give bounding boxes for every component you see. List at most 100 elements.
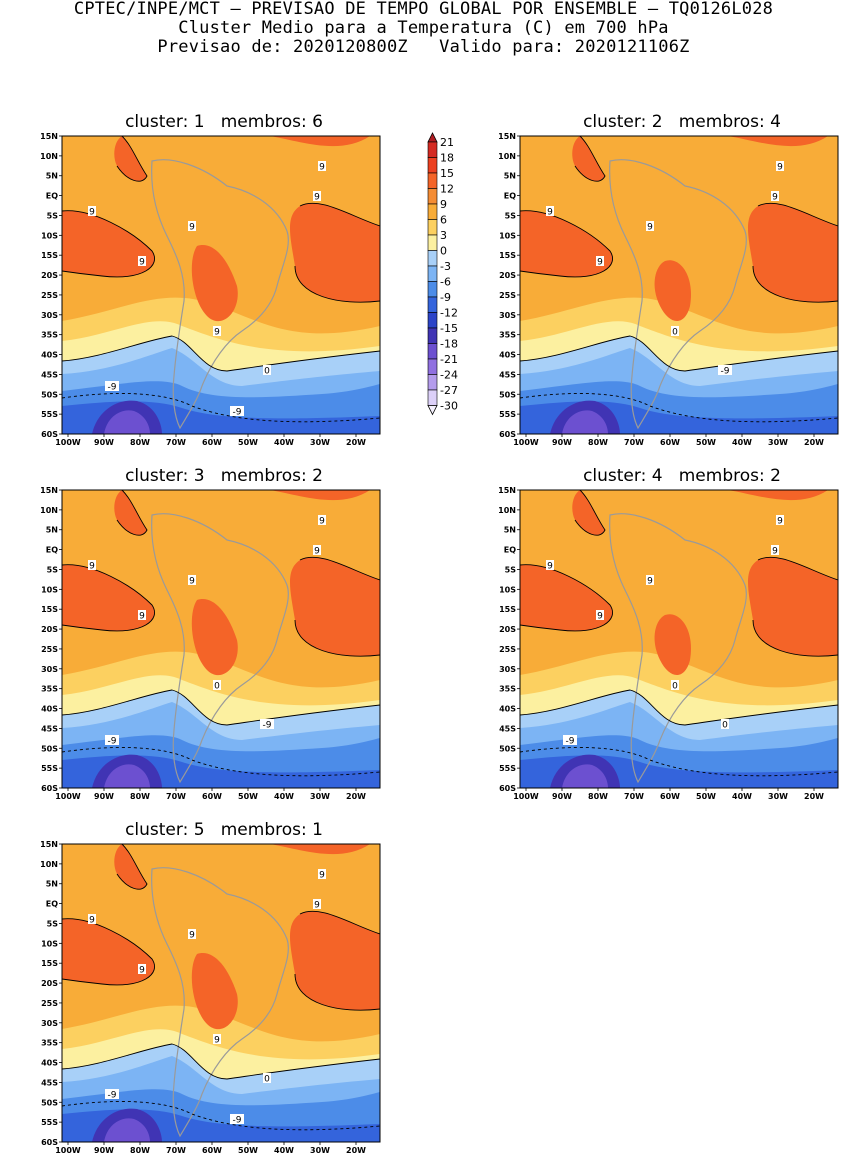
- svg-text:9: 9: [772, 547, 778, 557]
- lat-tick-label: 5N: [46, 172, 58, 181]
- lon-tick-label: 30W: [310, 792, 330, 801]
- lon-tick-label: 90W: [94, 1146, 114, 1155]
- contour-line: [62, 564, 155, 632]
- contour-line: [62, 335, 380, 372]
- svg-text:0: 0: [264, 1075, 270, 1085]
- svg-text:-9: -9: [108, 383, 117, 393]
- contour-label: 9: [318, 869, 326, 881]
- lat-tick-label: 40S: [41, 1059, 58, 1068]
- lat-tick-label: 35S: [41, 331, 58, 340]
- svg-text:-9: -9: [233, 408, 242, 418]
- lat-tick-label: 35S: [41, 1039, 58, 1048]
- lon-tick-label: 70W: [624, 792, 644, 801]
- lon-tick-label: 40W: [274, 792, 294, 801]
- svg-text:9: 9: [319, 163, 325, 173]
- panel-title: cluster: 2 membros: 4: [583, 112, 781, 132]
- legend-label: 3: [440, 229, 447, 242]
- temperature-band: [562, 764, 608, 788]
- legend-color-box: [427, 234, 438, 251]
- lat-tick-label: 20S: [499, 625, 516, 634]
- coastline: [609, 513, 747, 784]
- lat-tick-label: EQ: [46, 546, 58, 555]
- lon-tick-label: 30W: [768, 438, 788, 447]
- contour-label: 9: [213, 1034, 221, 1046]
- legend-label: 9: [440, 198, 447, 211]
- contour-line: [574, 136, 606, 182]
- lat-tick-label: 60S: [499, 430, 516, 439]
- lon-tick-label: 30W: [310, 438, 330, 447]
- panel-title: cluster: 1 membros: 6: [125, 112, 323, 132]
- lat-tick-label: 25S: [41, 291, 58, 300]
- svg-text:-9: -9: [108, 737, 117, 747]
- lon-tick-label: 40W: [274, 1146, 294, 1155]
- contour-line: [520, 210, 613, 278]
- contour-label: 9: [318, 161, 326, 173]
- contour-label: 9: [188, 929, 196, 941]
- temperature-map: 9 9 9 9 9 0 -9 15N 10N 5N EQ 5S 10S 15S 20S 25S 30S 35S 40…: [498, 132, 839, 447]
- contour-line: [520, 393, 838, 423]
- temperature-band: [290, 557, 380, 657]
- lat-tick-label: 5N: [504, 172, 516, 181]
- temperature-band: [191, 245, 238, 322]
- contour-label: -9: [105, 381, 119, 393]
- contour-line: [62, 393, 380, 423]
- svg-text:9: 9: [89, 916, 95, 926]
- svg-text:9: 9: [139, 612, 145, 622]
- contour-line: [520, 747, 838, 777]
- lon-tick-label: 40W: [732, 438, 752, 447]
- lat-tick-label: 10S: [499, 585, 516, 594]
- lon-tick-label: 80W: [130, 1146, 150, 1155]
- lon-tick-label: 60W: [202, 1146, 222, 1155]
- lat-tick-label: 10N: [40, 506, 58, 515]
- contour-label: 9: [313, 191, 321, 203]
- contour-line: [299, 556, 380, 581]
- lat-tick-label: EQ: [504, 192, 516, 201]
- lat-tick-label: 15N: [498, 486, 516, 495]
- svg-text:9: 9: [777, 517, 783, 527]
- legend-color-box: [427, 219, 438, 236]
- figure-header: CPTEC/INPE/MCT – PREVISAO DE TEMPO GLOBA…: [0, 0, 847, 57]
- svg-text:9: 9: [597, 258, 603, 268]
- temperature-band: [104, 410, 150, 434]
- lat-tick-label: 15N: [40, 486, 58, 495]
- svg-text:-9: -9: [566, 737, 575, 747]
- svg-text:0: 0: [264, 367, 270, 377]
- lon-tick-label: 50W: [696, 438, 716, 447]
- svg-text:9: 9: [314, 193, 320, 203]
- lat-tick-label: 5S: [47, 211, 59, 220]
- legend-label: -6: [440, 276, 451, 289]
- svg-text:9: 9: [647, 223, 653, 233]
- lon-tick-label: 30W: [310, 1146, 330, 1155]
- lat-tick-label: EQ: [504, 546, 516, 555]
- lat-tick-label: 60S: [41, 1138, 58, 1147]
- contour-label: 0: [213, 680, 221, 692]
- lat-tick-label: 15S: [41, 605, 58, 614]
- temperature-map: 9 9 9 9 9 9 0 -9 -9 15N 10N 5N EQ 5S 10S 15S 20S 25S 30S 35…: [40, 840, 381, 1155]
- lat-tick-label: 10N: [498, 506, 516, 515]
- contour-label: 9: [596, 610, 604, 622]
- temperature-band: [270, 490, 370, 501]
- temperature-band: [114, 490, 147, 536]
- legend-color-box: [427, 281, 438, 298]
- coastline: [151, 159, 289, 430]
- lat-tick-label: 35S: [499, 685, 516, 694]
- contour-line: [520, 564, 613, 632]
- legend-color-box: [427, 203, 438, 220]
- temperature-band: [562, 410, 608, 434]
- contour-label: -9: [105, 1089, 119, 1101]
- lat-tick-label: 15N: [40, 840, 58, 849]
- contour-line: [757, 556, 838, 581]
- lon-tick-label: 50W: [238, 438, 258, 447]
- contour-label: -9: [563, 735, 577, 747]
- temperature-band: [572, 136, 605, 182]
- lat-tick-label: 15N: [40, 132, 58, 141]
- legend-color-box: [427, 327, 438, 344]
- lat-tick-label: 50S: [41, 390, 58, 399]
- legend-arrow-bottom: [427, 405, 438, 416]
- contour-label: 9: [318, 515, 326, 527]
- legend-label: -27: [440, 384, 458, 397]
- temperature-band: [104, 1118, 150, 1142]
- legend-label: 0: [440, 245, 447, 258]
- lat-tick-label: 5N: [46, 526, 58, 535]
- contour-label: 9: [138, 964, 146, 976]
